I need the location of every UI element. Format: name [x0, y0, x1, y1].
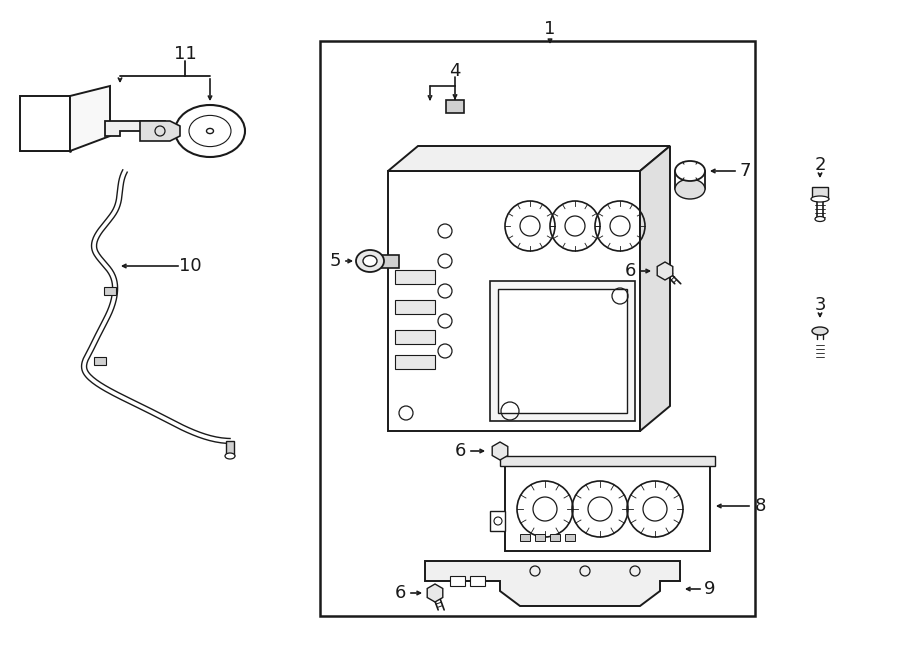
Bar: [490, 511, 505, 531]
Bar: [395, 355, 435, 369]
Bar: [395, 300, 435, 314]
Ellipse shape: [363, 256, 377, 266]
Polygon shape: [105, 121, 165, 136]
Text: 2: 2: [814, 156, 826, 174]
Bar: [320, 41, 755, 616]
Ellipse shape: [356, 250, 384, 272]
Bar: [226, 441, 234, 456]
Ellipse shape: [189, 116, 231, 147]
Bar: [395, 270, 435, 284]
Bar: [520, 534, 530, 541]
Bar: [535, 534, 545, 541]
Bar: [565, 534, 575, 541]
Bar: [381, 254, 399, 268]
Bar: [388, 171, 640, 431]
Ellipse shape: [815, 217, 825, 221]
Text: 10: 10: [179, 257, 202, 275]
Text: 6: 6: [454, 442, 465, 460]
Bar: [550, 534, 560, 541]
Text: 4: 4: [449, 62, 461, 80]
Ellipse shape: [675, 179, 705, 199]
Bar: [470, 576, 485, 586]
Ellipse shape: [225, 453, 235, 459]
Polygon shape: [20, 143, 85, 151]
Text: 8: 8: [754, 497, 766, 515]
Bar: [812, 187, 828, 199]
Polygon shape: [640, 146, 670, 431]
Bar: [104, 287, 116, 295]
Text: 3: 3: [814, 296, 826, 314]
Polygon shape: [388, 146, 670, 171]
Ellipse shape: [206, 128, 213, 134]
Bar: [500, 456, 715, 466]
Bar: [505, 466, 710, 551]
Polygon shape: [20, 96, 70, 151]
Text: 1: 1: [544, 20, 555, 38]
Text: 7: 7: [739, 162, 751, 180]
Bar: [395, 330, 435, 344]
Polygon shape: [70, 86, 110, 151]
Polygon shape: [492, 442, 508, 460]
Ellipse shape: [675, 161, 705, 181]
Text: 6: 6: [394, 584, 406, 602]
Polygon shape: [140, 121, 180, 141]
Text: 5: 5: [329, 252, 341, 270]
Bar: [498, 289, 627, 413]
Text: 6: 6: [625, 262, 635, 280]
Text: 11: 11: [174, 45, 196, 63]
Polygon shape: [657, 262, 673, 280]
Polygon shape: [425, 561, 680, 606]
Bar: [94, 357, 106, 365]
Text: 9: 9: [704, 580, 716, 598]
Ellipse shape: [812, 327, 828, 335]
Ellipse shape: [175, 105, 245, 157]
Bar: [490, 281, 635, 421]
Bar: [446, 100, 464, 112]
Ellipse shape: [811, 196, 829, 202]
Polygon shape: [428, 584, 443, 602]
Bar: [450, 576, 465, 586]
